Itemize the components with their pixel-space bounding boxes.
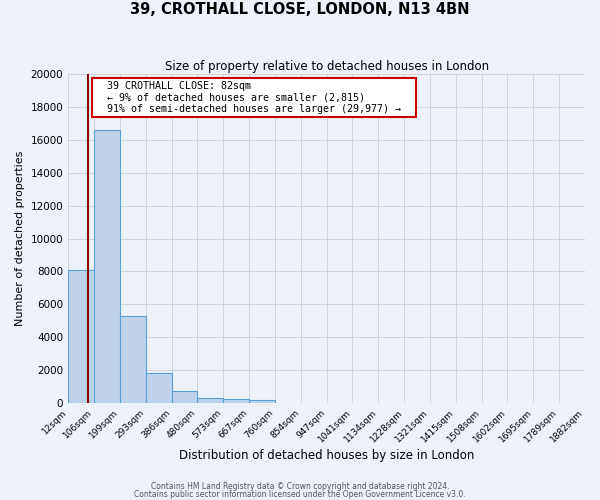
Bar <box>172 390 197 403</box>
Text: Contains HM Land Registry data © Crown copyright and database right 2024.: Contains HM Land Registry data © Crown c… <box>151 482 449 491</box>
Bar <box>120 316 146 403</box>
Text: 39 CROTHALL CLOSE: 82sqm
  ← 9% of detached houses are smaller (2,815)
  91% of : 39 CROTHALL CLOSE: 82sqm ← 9% of detache… <box>95 80 413 114</box>
Bar <box>68 270 94 403</box>
Y-axis label: Number of detached properties: Number of detached properties <box>15 151 25 326</box>
X-axis label: Distribution of detached houses by size in London: Distribution of detached houses by size … <box>179 450 474 462</box>
Text: 39, CROTHALL CLOSE, LONDON, N13 4BN: 39, CROTHALL CLOSE, LONDON, N13 4BN <box>130 2 470 18</box>
Title: Size of property relative to detached houses in London: Size of property relative to detached ho… <box>164 60 488 73</box>
Text: Contains public sector information licensed under the Open Government Licence v3: Contains public sector information licen… <box>134 490 466 499</box>
Bar <box>223 399 249 403</box>
Bar <box>94 130 120 403</box>
Bar <box>249 400 275 403</box>
Bar <box>146 372 172 403</box>
Bar <box>197 398 223 403</box>
